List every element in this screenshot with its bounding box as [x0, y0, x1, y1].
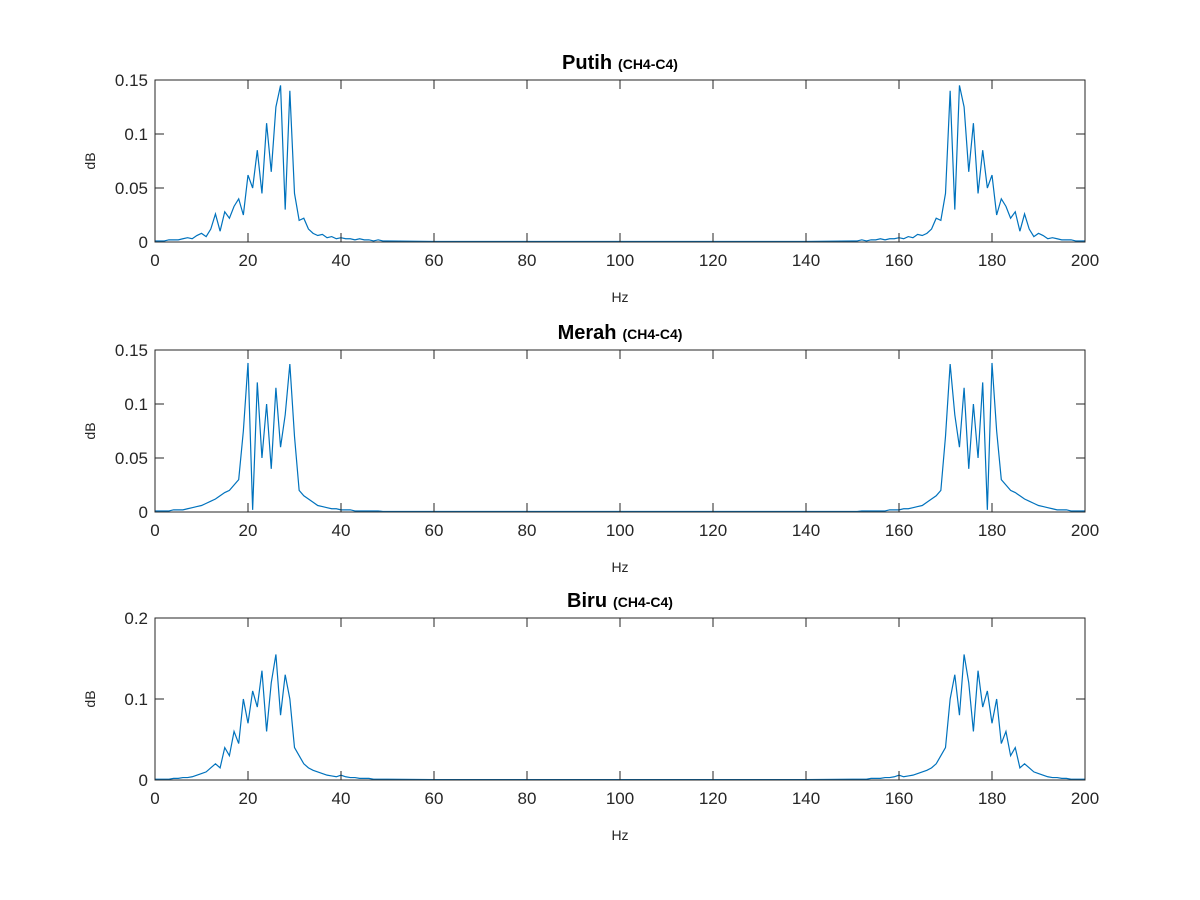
y-tick-label: 0	[139, 503, 148, 522]
x-tick-label: 40	[332, 251, 351, 270]
axes-background	[155, 80, 1085, 242]
x-axis-label: Hz	[611, 559, 628, 575]
x-axis-label: Hz	[611, 827, 628, 843]
x-tick-label: 20	[239, 251, 258, 270]
title-sub: (CH4-C4)	[613, 594, 673, 610]
axes-background	[155, 350, 1085, 512]
x-tick-label: 0	[150, 789, 159, 808]
x-axis-label: Hz	[611, 289, 628, 305]
x-tick-label: 140	[792, 521, 820, 540]
chart-title: Biru (CH4-C4)	[567, 590, 673, 612]
title-sub: (CH4-C4)	[623, 326, 683, 342]
x-tick-label: 80	[518, 251, 537, 270]
x-tick-label: 80	[518, 521, 537, 540]
x-tick-label: 120	[699, 251, 727, 270]
y-axis-label: dB	[82, 422, 98, 439]
x-tick-label: 120	[699, 521, 727, 540]
x-tick-label: 200	[1071, 521, 1099, 540]
axes-box	[154, 79, 1086, 243]
x-tick-label: 40	[332, 521, 351, 540]
x-tick-label: 60	[425, 789, 444, 808]
title-main: Putih	[562, 52, 612, 74]
y-tick-label: 0.1	[124, 690, 148, 709]
x-tick-label: 60	[425, 251, 444, 270]
x-tick-label: 180	[978, 521, 1006, 540]
y-tick-label: 0.15	[115, 71, 148, 90]
title-main: Merah	[558, 322, 617, 344]
x-tick-label: 80	[518, 789, 537, 808]
x-tick-label: 120	[699, 789, 727, 808]
x-tick-label: 0	[150, 521, 159, 540]
x-tick-label: 160	[885, 521, 913, 540]
y-tick-label: 0.2	[124, 609, 148, 628]
x-tick-label: 140	[792, 251, 820, 270]
x-tick-label: 100	[606, 789, 634, 808]
x-tick-label: 160	[885, 251, 913, 270]
y-tick-label: 0.1	[124, 395, 148, 414]
x-tick-label: 60	[425, 521, 444, 540]
y-tick-label: 0.15	[115, 341, 148, 360]
y-tick-label: 0.05	[115, 179, 148, 198]
y-axis-label: dB	[82, 690, 98, 707]
y-tick-label: 0	[139, 233, 148, 252]
title-main: Biru	[567, 590, 607, 612]
x-tick-label: 0	[150, 251, 159, 270]
title-sub: (CH4-C4)	[618, 56, 678, 72]
x-tick-label: 180	[978, 789, 1006, 808]
chart-title: Putih (CH4-C4)	[562, 52, 678, 74]
x-tick-label: 20	[239, 521, 258, 540]
x-tick-label: 40	[332, 789, 351, 808]
axes-box	[154, 617, 1086, 781]
y-tick-label: 0.1	[124, 125, 148, 144]
chart-title: Merah (CH4-C4)	[558, 322, 683, 344]
x-tick-label: 20	[239, 789, 258, 808]
x-tick-label: 100	[606, 521, 634, 540]
x-tick-label: 180	[978, 251, 1006, 270]
x-tick-label: 200	[1071, 789, 1099, 808]
axes-background	[155, 618, 1085, 780]
y-tick-label: 0.05	[115, 449, 148, 468]
x-tick-label: 140	[792, 789, 820, 808]
y-tick-label: 0	[139, 771, 148, 790]
axes-box	[154, 349, 1086, 513]
x-tick-label: 200	[1071, 251, 1099, 270]
x-tick-label: 100	[606, 251, 634, 270]
y-axis-label: dB	[82, 152, 98, 169]
x-tick-label: 160	[885, 789, 913, 808]
